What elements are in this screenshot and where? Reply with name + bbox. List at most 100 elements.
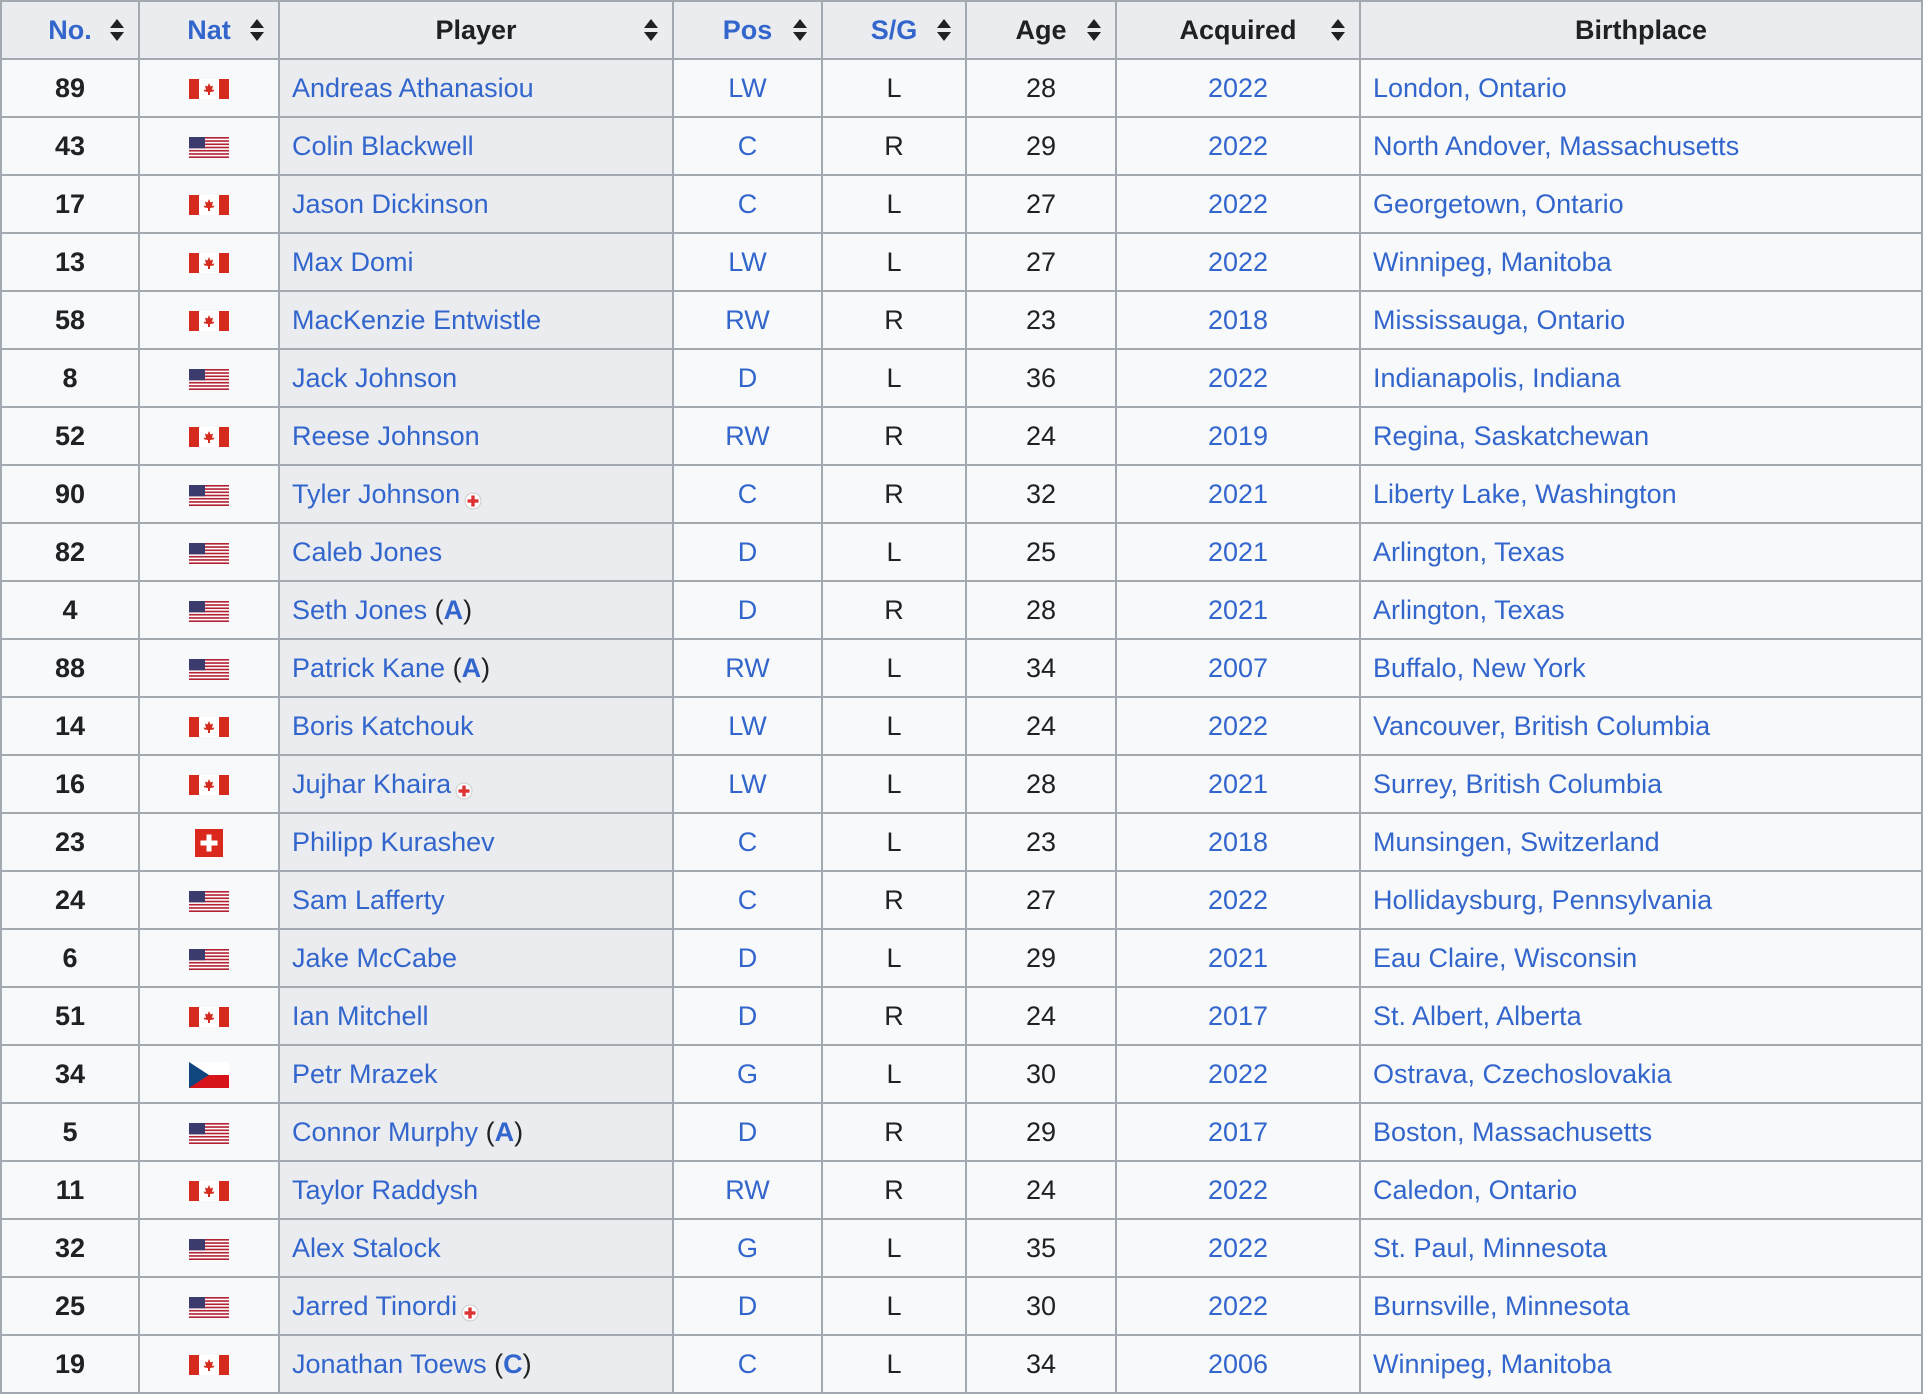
acquired-year-link[interactable]: 2022 — [1207, 72, 1269, 103]
birthplace-link[interactable]: Winnipeg, Manitoba — [1373, 246, 1612, 277]
position-link[interactable]: D — [737, 1116, 758, 1147]
birthplace-link[interactable]: Vancouver, British Columbia — [1373, 710, 1711, 741]
player-name-link[interactable]: Patrick Kane — [292, 652, 446, 683]
birthplace-link[interactable]: Boston, Massachusetts — [1373, 1116, 1653, 1147]
canada-flag[interactable] — [186, 771, 232, 799]
acquired-year-link[interactable]: 2006 — [1207, 1348, 1269, 1379]
usa-flag[interactable] — [186, 133, 232, 161]
acquired-year-link[interactable]: 2017 — [1207, 1116, 1269, 1147]
player-name-link[interactable]: Jake McCabe — [292, 942, 458, 973]
acquired-year-link[interactable]: 2021 — [1207, 768, 1269, 799]
player-name-link[interactable]: Reese Johnson — [292, 420, 480, 451]
birthplace-link[interactable]: Arlington, Texas — [1373, 536, 1565, 567]
position-link[interactable]: C — [737, 130, 758, 161]
canada-flag[interactable] — [186, 191, 232, 219]
col-header-nat[interactable]: Nat — [138, 0, 280, 60]
sort-icon[interactable] — [793, 19, 807, 41]
canada-flag[interactable] — [186, 249, 232, 277]
player-name-link[interactable]: Taylor Raddysh — [292, 1174, 479, 1205]
sort-icon[interactable] — [250, 19, 264, 41]
birthplace-link[interactable]: Surrey, British Columbia — [1373, 768, 1663, 799]
position-link[interactable]: RW — [725, 420, 770, 451]
player-name-link[interactable]: Jack Johnson — [292, 362, 458, 393]
birthplace-link[interactable]: Burnsville, Minnesota — [1373, 1290, 1630, 1321]
acquired-year-link[interactable]: 2021 — [1207, 536, 1269, 567]
player-name-link[interactable]: Jarred Tinordi — [292, 1290, 458, 1321]
sort-icon[interactable] — [644, 19, 658, 41]
player-name-link[interactable]: Boris Katchouk — [292, 710, 474, 741]
birthplace-link[interactable]: Arlington, Texas — [1373, 594, 1565, 625]
canada-flag[interactable] — [186, 1351, 232, 1379]
usa-flag[interactable] — [186, 481, 232, 509]
position-link[interactable]: LW — [728, 72, 767, 103]
birthplace-link[interactable]: Ostrava, Czechoslovakia — [1373, 1058, 1672, 1089]
position-link[interactable]: D — [737, 536, 758, 567]
usa-flag[interactable] — [186, 539, 232, 567]
position-link[interactable]: C — [737, 188, 758, 219]
acquired-year-link[interactable]: 2022 — [1207, 1232, 1269, 1263]
sort-icon[interactable] — [1087, 19, 1101, 41]
position-link[interactable]: D — [737, 1000, 758, 1031]
player-name-link[interactable]: Max Domi — [292, 246, 414, 277]
usa-flag[interactable] — [186, 945, 232, 973]
col-header-no[interactable]: No. — [0, 0, 140, 60]
col-header-nat-label[interactable]: Nat — [187, 14, 231, 45]
position-link[interactable]: D — [737, 1290, 758, 1321]
birthplace-link[interactable]: Regina, Saskatchewan — [1373, 420, 1650, 451]
player-name-link[interactable]: Tyler Johnson — [292, 478, 461, 509]
usa-flag[interactable] — [186, 1235, 232, 1263]
captaincy-badge-letter[interactable]: A — [443, 594, 464, 625]
canada-flag[interactable] — [186, 75, 232, 103]
birthplace-link[interactable]: Buffalo, New York — [1373, 652, 1586, 683]
player-name-link[interactable]: Jujhar Khaira — [292, 768, 452, 799]
player-name-link[interactable]: Connor Murphy — [292, 1116, 479, 1147]
player-name-link[interactable]: Seth Jones — [292, 594, 428, 625]
position-link[interactable]: G — [736, 1232, 758, 1263]
col-header-pos[interactable]: Pos — [672, 0, 823, 60]
canada-flag[interactable] — [186, 307, 232, 335]
col-header-acquired[interactable]: Acquired — [1115, 0, 1361, 60]
player-name-link[interactable]: Petr Mrazek — [292, 1058, 438, 1089]
player-name-link[interactable]: Colin Blackwell — [292, 130, 474, 161]
sort-icon[interactable] — [1331, 19, 1345, 41]
position-link[interactable]: G — [736, 1058, 758, 1089]
player-name-link[interactable]: Andreas Athanasiou — [292, 72, 534, 103]
birthplace-link[interactable]: Hollidaysburg, Pennsylvania — [1373, 884, 1713, 915]
acquired-year-link[interactable]: 2022 — [1207, 710, 1269, 741]
captaincy-badge-letter[interactable]: A — [461, 652, 482, 683]
player-name-link[interactable]: Jonathan Toews — [292, 1348, 487, 1379]
col-header-player[interactable]: Player — [278, 0, 674, 60]
position-link[interactable]: LW — [728, 246, 767, 277]
acquired-year-link[interactable]: 2022 — [1207, 1058, 1269, 1089]
player-name-link[interactable]: MacKenzie Entwistle — [292, 304, 542, 335]
position-link[interactable]: C — [737, 826, 758, 857]
acquired-year-link[interactable]: 2019 — [1207, 420, 1269, 451]
canada-flag[interactable] — [186, 713, 232, 741]
birthplace-link[interactable]: Mississauga, Ontario — [1373, 304, 1626, 335]
sort-icon[interactable] — [110, 19, 124, 41]
col-header-sg-label[interactable]: S/G — [870, 14, 918, 45]
canada-flag[interactable] — [186, 1177, 232, 1205]
position-link[interactable]: C — [737, 884, 758, 915]
canada-flag[interactable] — [186, 423, 232, 451]
birthplace-link[interactable]: Georgetown, Ontario — [1373, 188, 1624, 219]
player-name-link[interactable]: Jason Dickinson — [292, 188, 489, 219]
position-link[interactable]: C — [737, 478, 758, 509]
position-link[interactable]: D — [737, 942, 758, 973]
position-link[interactable]: LW — [728, 710, 767, 741]
usa-flag[interactable] — [186, 887, 232, 915]
acquired-year-link[interactable]: 2022 — [1207, 362, 1269, 393]
acquired-year-link[interactable]: 2022 — [1207, 130, 1269, 161]
position-link[interactable]: RW — [725, 304, 770, 335]
birthplace-link[interactable]: Liberty Lake, Washington — [1373, 478, 1677, 509]
birthplace-link[interactable]: Caledon, Ontario — [1373, 1174, 1578, 1205]
col-header-age[interactable]: Age — [965, 0, 1117, 60]
birthplace-link[interactable]: Winnipeg, Manitoba — [1373, 1348, 1612, 1379]
col-header-pos-label[interactable]: Pos — [722, 14, 773, 45]
player-name-link[interactable]: Ian Mitchell — [292, 1000, 429, 1031]
player-name-link[interactable]: Caleb Jones — [292, 536, 443, 567]
usa-flag[interactable] — [186, 597, 232, 625]
position-link[interactable]: LW — [728, 768, 767, 799]
birthplace-link[interactable]: North Andover, Massachusetts — [1373, 130, 1740, 161]
position-link[interactable]: D — [737, 362, 758, 393]
